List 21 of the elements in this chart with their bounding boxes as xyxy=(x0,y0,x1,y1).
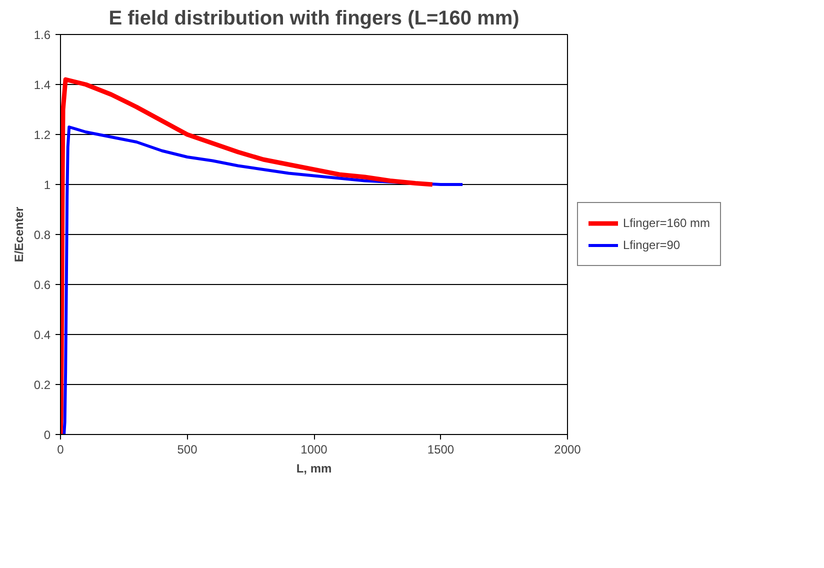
y-tick-label: 1 xyxy=(44,178,51,192)
y-tick-label: 1.6 xyxy=(34,28,51,42)
y-tick-label: 0.8 xyxy=(34,228,51,242)
x-tick-label: 1500 xyxy=(427,442,454,456)
line-series xyxy=(60,77,435,434)
legend-label: Lfinger=160 mm xyxy=(623,216,710,230)
x-tick-label: 1000 xyxy=(300,442,328,456)
y-tick-label: 0.2 xyxy=(34,378,51,392)
y-tick-label: 1.2 xyxy=(34,128,51,142)
x-tick-label: 0 xyxy=(57,442,64,456)
y-axis-title: E/Ecenter xyxy=(12,206,26,262)
y-tick-label: 0.4 xyxy=(34,328,51,342)
y-tick-label: 0 xyxy=(44,428,51,442)
line-series xyxy=(62,126,464,434)
y-tick-label: 1.4 xyxy=(34,78,51,92)
x-tick-label: 500 xyxy=(177,442,198,456)
legend-label: Lfinger=90 xyxy=(623,238,680,252)
x-tick-label: 2000 xyxy=(554,442,582,456)
x-axis-title: L, mm xyxy=(296,462,332,476)
chart-title: E field distribution with fingers (L=160 mm) xyxy=(108,8,520,30)
y-tick-label: 0.6 xyxy=(34,278,51,292)
